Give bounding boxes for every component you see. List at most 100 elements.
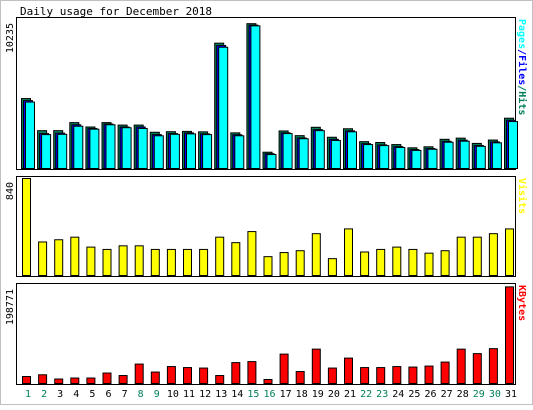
bar-pages-day-21 <box>347 131 357 170</box>
bar-kbytes-day-10 <box>166 366 176 385</box>
bar-kbytes-day-6 <box>102 372 112 385</box>
bar-pages-day-23 <box>379 145 390 170</box>
day-label-6: 6 <box>105 389 111 400</box>
bar-visits-day-17 <box>279 252 289 276</box>
bar-visits-day-29 <box>472 236 482 276</box>
day-label-5: 5 <box>89 389 95 400</box>
bar-visits-day-31 <box>505 228 514 276</box>
bar-kbytes-day-19 <box>311 348 321 384</box>
bar-kbytes-day-20 <box>327 367 337 384</box>
bar-pages-day-7 <box>121 127 132 169</box>
bar-pages-day-6 <box>105 124 116 169</box>
day-label-10: 10 <box>167 389 179 400</box>
day-label-24: 24 <box>392 389 404 400</box>
bar-visits-day-9 <box>150 248 160 276</box>
day-label-3: 3 <box>57 389 63 400</box>
bar-visits-day-20 <box>327 258 337 276</box>
bar-visits-day-24 <box>392 246 402 277</box>
bar-kbytes-day-30 <box>488 348 498 385</box>
bar-pages-day-4 <box>73 125 84 169</box>
bar-visits-day-22 <box>360 251 370 276</box>
side-label-part: KBytes <box>516 285 527 321</box>
day-label-7: 7 <box>122 389 128 400</box>
bar-kbytes-day-13 <box>215 375 225 385</box>
day-label-28: 28 <box>457 389 469 400</box>
day-label-14: 14 <box>231 389 243 400</box>
bar-kbytes-day-25 <box>408 366 418 384</box>
bar-kbytes-day-8 <box>134 363 144 385</box>
bar-kbytes-day-14 <box>231 362 241 384</box>
bar-kbytes-day-21 <box>344 357 353 384</box>
day-label-13: 13 <box>215 389 227 400</box>
day-label-23: 23 <box>376 389 388 400</box>
day-label-30: 30 <box>489 389 501 400</box>
bar-pages-day-25 <box>411 149 422 169</box>
bar-visits-day-12 <box>199 248 209 276</box>
bar-pages-day-22 <box>363 144 374 170</box>
bar-pages-day-30 <box>491 142 502 169</box>
bar-pages-day-1 <box>25 101 35 169</box>
day-label-9: 9 <box>154 389 160 400</box>
side-label-part: Hits <box>516 91 528 115</box>
day-label-21: 21 <box>344 389 356 400</box>
bar-visits-day-27 <box>440 250 450 276</box>
day-labels: 1 2 3 4 5 6 7 8 9 10 11 12 13 14 15 16 17 18 19 20 21 22 23 24 2… <box>25 389 517 400</box>
panel-hits-files-pages: 10235 Pages/Files/Hits <box>5 17 528 170</box>
day-label-22: 22 <box>360 389 372 400</box>
bar-visits-day-14 <box>231 242 241 277</box>
bar-pages-day-24 <box>395 147 406 170</box>
bar-visits-day-30 <box>488 233 498 276</box>
y-max-label: 198771 <box>5 289 16 325</box>
day-label-18: 18 <box>296 389 308 400</box>
bar-kbytes-day-22 <box>360 367 370 385</box>
bar-pages-day-3 <box>57 133 68 169</box>
bar-pages-day-14 <box>234 135 245 169</box>
side-label: Pages/Files/Hits <box>516 19 528 115</box>
bar-pages-day-13 <box>218 46 229 170</box>
bar-visits-day-18 <box>295 250 305 276</box>
bar-pages-day-20 <box>330 139 341 169</box>
bar-kbytes-day-31 <box>505 286 514 384</box>
bar-kbytes-day-12 <box>199 367 209 384</box>
bar-kbytes-day-1 <box>22 376 31 385</box>
day-label-29: 29 <box>473 389 485 400</box>
bar-kbytes-day-9 <box>150 371 160 385</box>
day-label-4: 4 <box>73 389 79 400</box>
bar-visits-day-25 <box>408 248 418 276</box>
bar-pages-day-10 <box>169 133 180 169</box>
bar-pages-day-19 <box>314 130 325 169</box>
bar-kbytes-day-2 <box>38 374 48 384</box>
day-label-17: 17 <box>280 389 292 400</box>
side-label: Visits <box>516 178 528 214</box>
bar-visits-day-2 <box>38 241 48 276</box>
bar-visits-day-21 <box>344 228 353 276</box>
side-label-part: / <box>516 49 527 55</box>
bar-pages-day-12 <box>202 134 213 170</box>
bar-pages-day-28 <box>459 140 470 170</box>
panel-visits: 840 Visits <box>5 176 528 277</box>
y-max-label: 840 <box>5 182 16 200</box>
bar-kbytes-day-26 <box>424 365 434 384</box>
day-label-12: 12 <box>199 389 211 400</box>
bar-pages-day-15 <box>250 25 261 169</box>
panel-border <box>16 176 516 277</box>
bar-pages-day-9 <box>153 135 164 169</box>
bar-visits-day-11 <box>183 248 192 276</box>
day-label-16: 16 <box>263 389 275 400</box>
day-label-19: 19 <box>312 389 324 400</box>
bar-visits-day-19 <box>311 233 321 276</box>
bar-kbytes-day-11 <box>183 367 192 385</box>
day-label-1: 1 <box>25 389 31 400</box>
bar-kbytes-day-3 <box>54 378 64 384</box>
bar-kbytes-day-18 <box>295 371 305 384</box>
bar-visits-day-5 <box>86 246 96 277</box>
day-label-25: 25 <box>408 389 420 400</box>
bar-visits-day-16 <box>263 256 273 276</box>
bar-kbytes-day-24 <box>392 366 402 385</box>
bar-kbytes-day-17 <box>279 353 289 385</box>
bar-kbytes-day-15 <box>247 361 257 384</box>
y-max-label: 10235 <box>5 23 16 53</box>
